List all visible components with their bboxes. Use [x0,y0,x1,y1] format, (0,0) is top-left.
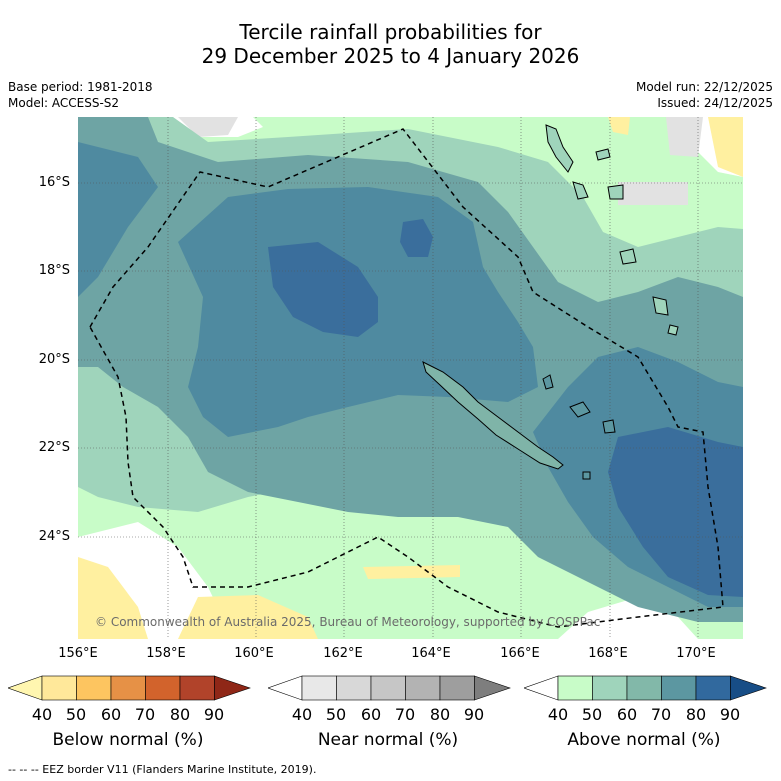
colorbar-below-tick: 60 [100,705,122,724]
zone-below-bottom-left [78,557,148,639]
lon-label-166e: 166°E [500,646,540,661]
colorbar-below [8,675,251,701]
colorbar-above-tick: 50 [581,705,603,724]
model-name: Model: ACCESS-S2 [8,96,120,110]
colorbar-near-tick: 80 [429,705,451,724]
colorbar-above [524,675,767,701]
vanuatu-island-7 [667,324,679,336]
eez-border [89,128,724,628]
vanuatu-island-1 [545,124,574,173]
eez-footer: -- -- -- EEZ border V11 (Flanders Marine… [8,763,317,776]
colorbar-near-tick: 60 [360,705,382,724]
lon-label-164e: 164°E [411,646,451,661]
colorbar-near-tick: 90 [463,705,485,724]
vanuatu-island-4 [607,184,624,200]
vanuatu-island-2 [572,181,589,200]
lon-label-170e: 170°E [676,646,716,661]
base-period: Base period: 1981-2018 [8,80,153,94]
colorbar-below-cell-4 [145,675,181,701]
colorbar-below-low [8,675,43,701]
colorbar-near-tick: 40 [291,705,313,724]
zone-above-80 [268,242,378,337]
issued-date: Issued: 24/12/2025 [657,96,773,110]
map-copyright: © Commonwealth of Australia 2025, Bureau… [95,615,600,629]
colorbar-below-cell-3 [110,675,146,701]
colorbar-near-tick: 50 [325,705,347,724]
lat-label-18s: 18°S [38,263,70,278]
colorbar-near [268,675,511,701]
lat-label-20s: 20°S [38,352,70,367]
colorbar-above-tick: 40 [547,705,569,724]
colorbar-above-tick: 90 [719,705,741,724]
colorbar-below-cell-5 [179,675,215,701]
lon-label-168e: 168°E [588,646,628,661]
colorbar-above-low [524,675,559,701]
colorbar-above-tick: 80 [685,705,707,724]
colorbar-below-cell-1 [41,675,77,701]
colorbar-above-high [730,675,767,701]
zone-below-center [363,565,460,579]
colorbar-near-cell-3 [370,675,406,701]
lat-label-24s: 24°S [38,529,70,544]
colorbar-below-tick: 40 [31,705,53,724]
colorbar-below-tick: 50 [65,705,87,724]
colorbar-near-low [268,675,303,701]
chart-title-line1: Tercile rainfall probabilities for [239,20,542,44]
colorbar-near-cell-1 [301,675,337,701]
colorbar-near-cell-5 [439,675,475,701]
colorbar-above-cell-3 [626,675,662,701]
zone-near-top-right [666,117,703,157]
vanuatu-island-5 [619,248,637,265]
colorbar-near-cell-2 [336,675,372,701]
model-run: Model run: 22/12/2025 [635,80,773,94]
colorbar-above-cell-5 [695,675,731,701]
zone-below-topright [708,117,743,177]
colorbar-above-tick: 60 [616,705,638,724]
zone-above-70 [78,142,158,297]
zone-below-top [608,117,630,135]
vanuatu-island-6 [652,296,669,316]
zone-below-bottom-mid [178,595,318,639]
colorbar-below-tick: 70 [134,705,156,724]
chart-title-line2: 29 December 2025 to 4 January 2026 [201,44,580,68]
colorbar-below-tick: 90 [203,705,225,724]
zone-above-80-east [608,427,743,597]
colorbar-near-high [474,675,511,701]
colorbar-near-tick: 70 [394,705,416,724]
loyalty-island-1 [569,401,591,418]
lat-label-22s: 22°S [38,440,70,455]
colorbar-above-cell-2 [592,675,628,701]
colorbar-above-cell-1 [557,675,593,701]
vanuatu-island-3 [595,148,611,161]
probability-map: © Commonwealth of Australia 2025, Bureau… [78,117,743,639]
zone-near-right [618,182,688,205]
new-caledonia-island [422,361,564,470]
loyalty-island-3 [602,419,616,434]
colorbar-below-label: Below normal (%) [52,730,204,750]
colorbar-above-cell-4 [661,675,697,701]
loyalty-island-2 [542,374,554,390]
lon-label-156e: 156°E [58,646,98,661]
colorbar-below-high [214,675,251,701]
colorbar-above-tick: 70 [650,705,672,724]
lat-label-16s: 16°S [38,175,70,190]
colorbar-near-cell-4 [405,675,441,701]
lon-label-160e: 160°E [234,646,274,661]
zone-above-80-small [400,219,433,257]
colorbar-below-cell-2 [76,675,112,701]
lon-label-158e: 158°E [146,646,186,661]
isle-of-pines [582,471,591,480]
colorbar-above-label: Above normal (%) [567,730,721,750]
colorbar-near-label: Near normal (%) [317,730,459,750]
colorbar-below-tick: 80 [169,705,191,724]
lon-label-162e: 162°E [323,646,363,661]
